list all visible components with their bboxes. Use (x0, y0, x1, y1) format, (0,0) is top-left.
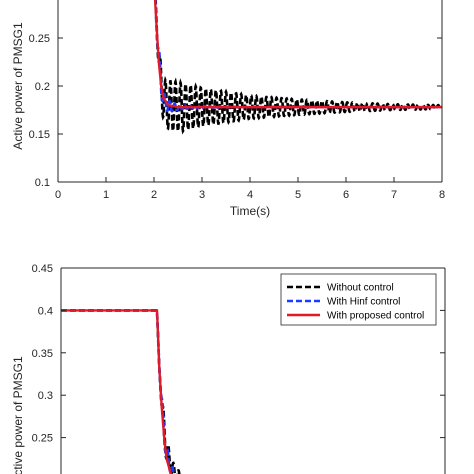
top-chart: 0.10.150.20.250.3012345678 Time(s) Activ… (11, 0, 445, 218)
legend-label: With Hinf control (327, 297, 400, 308)
top-y-tick-label: 0.15 (29, 129, 50, 141)
bottom-series-with-proposed-control (61, 309, 173, 474)
bottom-chart: 0.25 0.3 0.35 0.4 0.45 Active power of PMSG1… (11, 263, 446, 474)
top-y-tick-label: 0.25 (29, 33, 50, 45)
top-series-with-proposed-control (153, 0, 442, 109)
bottom-ticks: 0.25 0.3 0.35 0.4 0.45 (32, 263, 445, 445)
bottom-y-tick-label: 0.25 (32, 433, 53, 445)
top-y-tick-label: 0.1 (35, 177, 50, 189)
top-x-tick-label: 8 (439, 189, 445, 201)
top-x-tick-label: 6 (343, 189, 349, 201)
bottom-y-tick-label: 0.35 (32, 348, 53, 360)
top-x-tick-label: 2 (151, 189, 157, 201)
bottom-y-axis-label: Active power of PMSG1 (11, 356, 25, 474)
legend-label: Without control (327, 283, 394, 294)
top-y-axis-label: Active power of PMSG1 (11, 22, 25, 150)
legend-label: With proposed control (327, 311, 424, 322)
top-x-tick-label: 3 (199, 189, 205, 201)
bottom-y-tick-label: 0.45 (32, 263, 53, 275)
bottom-y-tick-label: 0.4 (38, 305, 53, 317)
top-y-tick-label: 0.2 (35, 81, 50, 93)
top-x-tick-label: 4 (247, 189, 253, 201)
top-x-axis-label: Time(s) (230, 204, 270, 218)
legend-box (280, 273, 437, 326)
bottom-series-layer (61, 309, 186, 474)
top-x-tick-label: 0 (55, 189, 61, 201)
top-x-tick-label: 7 (391, 189, 397, 201)
legend-entries: Without control With Hinf control With pro… (287, 283, 424, 322)
bottom-y-tick-label: 0.3 (38, 390, 53, 402)
top-ticks: 0.10.150.20.250.3012345678 (29, 33, 445, 201)
legend: Without control With Hinf control With pro… (280, 273, 437, 326)
top-x-tick-label: 5 (295, 189, 301, 201)
top-x-tick-label: 1 (103, 189, 109, 201)
top-series-without-control (154, 0, 442, 137)
top-series-layer (153, 0, 442, 137)
